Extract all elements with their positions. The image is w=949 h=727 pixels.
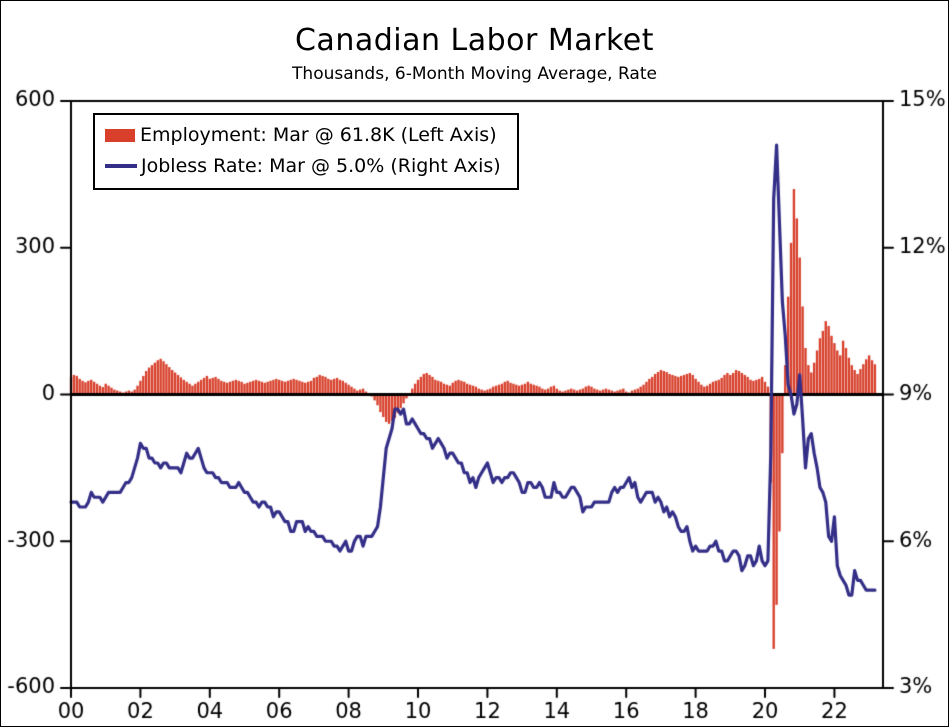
legend: Employment: Mar @ 61.8K (Left Axis) Jobl…	[93, 113, 519, 190]
legend-item-jobless: Jobless Rate: Mar @ 5.0% (Right Axis)	[105, 155, 501, 177]
chart-title: Canadian Labor Market	[294, 23, 655, 58]
employment-bar-swatch-icon	[105, 128, 135, 142]
legend-item-employment: Employment: Mar @ 61.8K (Left Axis)	[105, 124, 501, 146]
legend-label-jobless: Jobless Rate: Mar @ 5.0% (Right Axis)	[141, 155, 501, 177]
jobless-line-swatch-icon	[105, 164, 137, 168]
chart-subtitle: Thousands, 6-Month Moving Average, Rate	[292, 64, 657, 84]
legend-label-employment: Employment: Mar @ 61.8K (Left Axis)	[140, 124, 497, 146]
